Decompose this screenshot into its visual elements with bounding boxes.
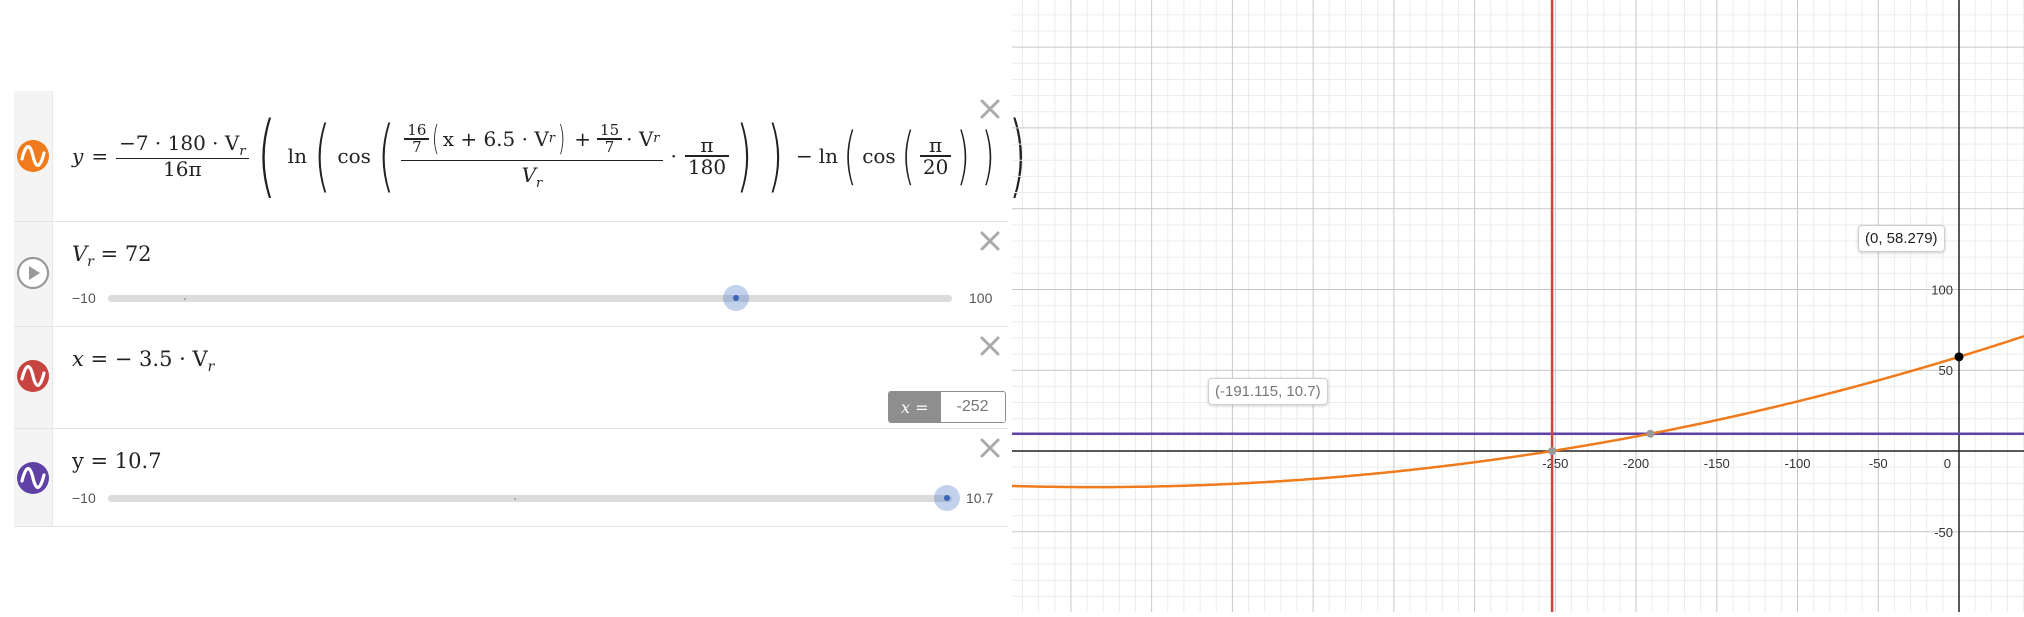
play-icon[interactable] [14, 254, 52, 292]
label-value-field[interactable]: -252 [940, 392, 1005, 422]
lhs-variable: x [72, 347, 84, 371]
wave-icon[interactable] [14, 459, 52, 497]
delete-expression-2-icon[interactable] [979, 230, 1001, 252]
expression-4-formula[interactable]: y = 10.7 [72, 449, 162, 473]
ln-function: ln [818, 144, 838, 168]
x-tick-label: -50 [1869, 456, 1888, 471]
subscript: r [239, 143, 246, 159]
slider-value-text: = 72 [93, 242, 152, 266]
expression-3-formula[interactable]: x = − 3.5 · Vr [72, 347, 214, 375]
y-tick-label: 50 [1939, 363, 1953, 378]
x-tick-label: -200 [1623, 456, 1649, 471]
subscript: r [207, 359, 215, 376]
expression-4-gutter [14, 429, 53, 526]
pi-180-fraction: π 180 [684, 133, 730, 179]
slider-zero-tick [514, 498, 516, 500]
y-tick-label: 100 [1931, 282, 1953, 297]
delete-expression-1-icon[interactable] [979, 98, 1001, 120]
subscript: r [87, 254, 94, 271]
wave-icon[interactable] [14, 357, 52, 395]
pi-denominator: 180 [687, 154, 727, 179]
y-tick-label: -50 [1934, 525, 1953, 540]
expression-3-gutter [14, 327, 53, 428]
expression-2[interactable]: Vr = 72 −10 100 [14, 222, 1008, 327]
equals-sign: = [91, 144, 109, 168]
intersection-point [1646, 429, 1655, 438]
slider-track[interactable] [108, 295, 952, 302]
point-label-intersection[interactable]: (-191.115, 10.7) [1208, 378, 1328, 405]
frac-b-numerator: 15 [600, 121, 620, 140]
pi-numerator: π [700, 133, 714, 158]
inner-v-term: · V [626, 126, 654, 151]
expression-2-gutter [14, 222, 53, 326]
minus-sign: − [795, 144, 813, 168]
lhs-variable: y [72, 144, 84, 168]
expression-3[interactable]: x = − 3.5 · Vr [14, 327, 1008, 429]
x-tick-label: -100 [1785, 456, 1811, 471]
pi-20-fraction: π 20 [919, 133, 952, 179]
frac-a-numerator: 16 [407, 121, 427, 140]
x-tick-label: 0 [1944, 456, 1951, 471]
wave-icon[interactable] [14, 137, 52, 175]
inner-paren-expression: x + 6.5 · V [442, 126, 549, 151]
outer-fraction: −7 · 180 · Vr 16π [116, 130, 249, 182]
expression-1[interactable]: y = −7 · 180 · Vr 16π ( ln ( cos ( 16 7 [14, 91, 1027, 222]
delete-expression-4-icon[interactable] [979, 437, 1001, 459]
expression-list: y = −7 · 180 · Vr 16π ( ln ( cos ( 16 7 [0, 0, 1027, 612]
slider-handle[interactable] [723, 285, 749, 311]
curve [1012, 335, 2024, 489]
plus-sign: + [574, 126, 592, 151]
frac-15-7: 15 7 [597, 121, 623, 156]
pi20-denominator: 20 [922, 154, 949, 179]
subscript: r [548, 131, 555, 147]
outer-denominator: 16π [163, 157, 202, 182]
cos-function: cos [862, 144, 896, 168]
y-intercept-point [1954, 352, 1964, 362]
subscript: r [536, 176, 543, 192]
slider-track[interactable] [108, 495, 952, 502]
slider-max-label[interactable]: 10.7 [966, 490, 994, 506]
frac-16-7: 16 7 [404, 121, 430, 156]
expression-1-formula[interactable]: y = −7 · 180 · Vr 16π ( ln ( cos ( 16 7 [72, 103, 1027, 208]
slider-zero-tick [184, 298, 186, 300]
frac-a-denominator: 7 [412, 137, 422, 156]
graph-paper[interactable]: -250 -200 -150 -100 -50 0 100 50 -50 (0, 58.279)… [1012, 0, 2024, 612]
outer-numerator: −7 · 180 · V [119, 130, 240, 155]
slider-variable: V [72, 242, 88, 266]
intersection-point [1548, 447, 1557, 455]
slider-max-label[interactable]: 100 [969, 290, 993, 306]
x-tick-label: -250 [1542, 456, 1568, 471]
label-name: x = [889, 392, 941, 422]
expression-4[interactable]: y = 10.7 −10 10.7 [14, 429, 1008, 527]
slider-min-label[interactable]: −10 [72, 290, 96, 306]
point-label-editor[interactable]: x = -252 [888, 391, 1006, 423]
point-label-y-intercept[interactable]: (0, 58.279) [1858, 225, 1945, 252]
delete-expression-3-icon[interactable] [979, 335, 1001, 357]
big-denominator: V [521, 163, 537, 188]
subscript: r [653, 131, 660, 147]
slider-handle[interactable] [934, 485, 960, 511]
expression-2-formula[interactable]: Vr = 72 [72, 242, 152, 270]
cos-function: cos [337, 144, 371, 168]
graph-canvas[interactable]: -250 -200 -150 -100 -50 0 100 50 -50 [1012, 0, 2024, 612]
ln-function: ln [287, 144, 307, 168]
slider-min-label[interactable]: −10 [72, 490, 96, 506]
expression-1-gutter [14, 91, 53, 221]
pi20-numerator: π [929, 133, 943, 158]
frac-b-denominator: 7 [604, 137, 615, 156]
dot-operator: · [670, 144, 677, 168]
rhs-expression: = − 3.5 · V [83, 347, 208, 371]
x-tick-label: -150 [1704, 456, 1730, 471]
